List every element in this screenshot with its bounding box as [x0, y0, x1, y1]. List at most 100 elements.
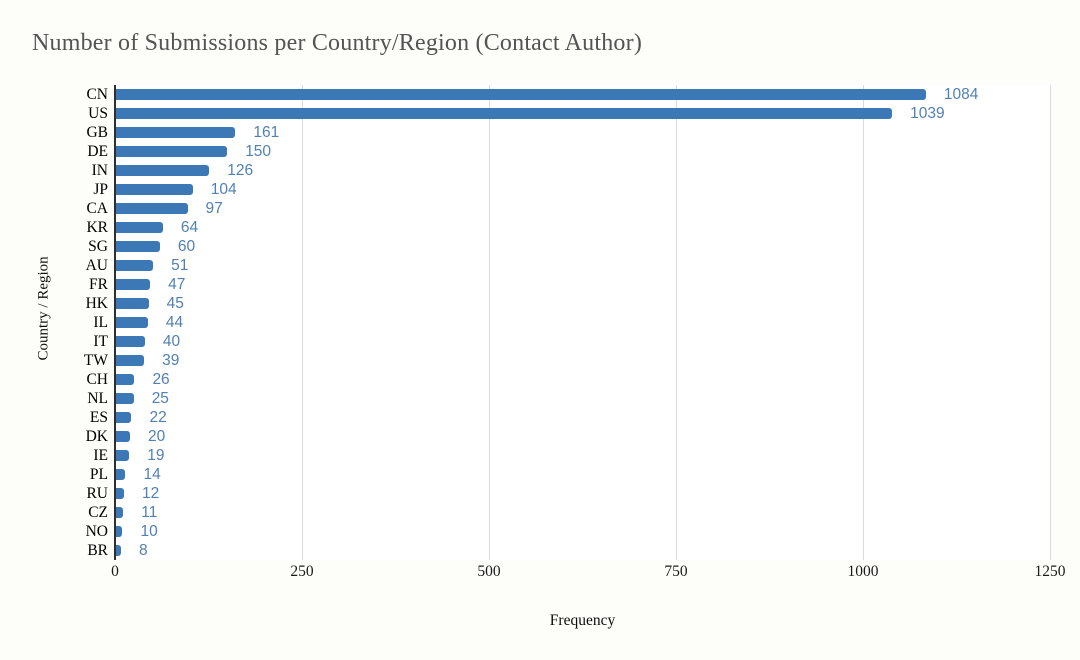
bar-row: JP 104 — [93, 180, 1050, 199]
bar-row: CH 26 — [86, 370, 1050, 389]
category-label: CN — [86, 85, 108, 103]
bar-row: ES 22 — [90, 408, 1050, 427]
bar-track: 20 — [115, 427, 1050, 446]
bar-track: 10 — [115, 522, 1050, 541]
value-label: 104 — [210, 180, 237, 198]
bar-row: IL 44 — [93, 313, 1050, 332]
bar-track: 150 — [115, 142, 1050, 161]
bar-track: 126 — [115, 161, 1050, 180]
bar-track: 22 — [115, 408, 1050, 427]
bar-row: HK 45 — [86, 294, 1050, 313]
category-label: US — [88, 104, 108, 122]
bar-row: TW 39 — [84, 351, 1050, 370]
value-label: 40 — [162, 332, 181, 350]
bar-row: PL 14 — [90, 465, 1050, 484]
bar — [115, 545, 121, 556]
category-label: PL — [89, 465, 108, 483]
bar — [115, 241, 160, 252]
bar-track: 64 — [115, 218, 1050, 237]
value-label: 47 — [168, 275, 186, 293]
category-label: NO — [85, 522, 108, 540]
bar-row: GB 161 — [86, 123, 1050, 142]
bar — [115, 431, 130, 442]
bar — [115, 317, 148, 328]
plot-area: CN 1084 US 1039 GB 161 DE 150 IN 126 JP 104 CA 97 KR 64… — [84, 85, 1051, 560]
bar-row: IE 19 — [93, 446, 1050, 465]
bar-row: CN 1084 — [86, 85, 1050, 104]
bar-rows: CN 1084 US 1039 GB 161 DE 150 IN 126 JP 104 CA 97 KR 64… — [84, 85, 1050, 560]
value-label: 44 — [165, 313, 184, 331]
value-label: 97 — [205, 199, 223, 217]
bar — [115, 507, 124, 518]
category-label: ES — [89, 408, 108, 426]
category-label: RU — [86, 484, 108, 502]
bar — [115, 393, 134, 404]
value-label: 64 — [180, 218, 199, 236]
category-label: CA — [86, 199, 108, 217]
bar-row: CZ 11 — [88, 503, 1050, 522]
bar-row: IT 40 — [93, 332, 1050, 351]
category-label: KR — [86, 218, 108, 236]
bar-row: AU 51 — [86, 256, 1050, 275]
bar-track: 44 — [115, 313, 1050, 332]
bar-row: KR 64 — [86, 218, 1050, 237]
category-label: BR — [87, 541, 108, 559]
bar-track: 14 — [115, 465, 1050, 484]
bar-row: NL 25 — [87, 389, 1050, 408]
bar-row: IN 126 — [92, 161, 1050, 180]
value-label: 11 — [141, 503, 158, 521]
category-label: CZ — [88, 503, 108, 521]
category-label: DE — [87, 142, 108, 160]
value-label: 22 — [149, 408, 167, 426]
bar — [115, 127, 236, 138]
bar-row: FR 47 — [89, 275, 1050, 294]
bar-track: 1084 — [115, 85, 1050, 104]
category-label: TW — [83, 351, 108, 369]
gridline — [1050, 85, 1051, 560]
bar-track: 39 — [115, 351, 1050, 370]
bar-track: 47 — [115, 275, 1050, 294]
bar-row: NO 10 — [86, 522, 1050, 541]
bar-track: 12 — [115, 484, 1050, 503]
gridline — [302, 85, 303, 560]
bar — [115, 526, 123, 537]
y-axis-line — [114, 85, 116, 560]
bar-row: SG 60 — [88, 237, 1050, 256]
bar — [115, 298, 149, 309]
category-label: HK — [85, 294, 108, 312]
bar — [115, 412, 132, 423]
bar — [115, 450, 130, 461]
category-label: IT — [93, 332, 108, 350]
bar — [115, 89, 926, 100]
bar-track: 60 — [115, 237, 1050, 256]
value-label: 14 — [143, 465, 161, 483]
bar-track: 11 — [115, 503, 1050, 522]
bar — [115, 184, 193, 195]
y-axis-title: Country / Region — [35, 256, 52, 361]
value-label: 26 — [152, 370, 170, 388]
value-label: 45 — [166, 294, 184, 312]
value-label: 51 — [171, 256, 189, 274]
bar-row: US 1039 — [88, 104, 1050, 123]
gridline — [489, 85, 490, 560]
category-label: IE — [93, 446, 108, 464]
bar — [115, 279, 151, 290]
value-label: 8 — [138, 541, 148, 559]
gridline — [676, 85, 677, 560]
bar-track: 25 — [115, 389, 1050, 408]
bar — [115, 260, 154, 271]
value-label: 20 — [147, 427, 166, 445]
x-tick-label: 0 — [111, 563, 119, 580]
category-label: DK — [85, 427, 108, 445]
bar-row: DE 150 — [87, 142, 1050, 161]
bar-row: RU 12 — [86, 484, 1050, 503]
category-label: CH — [86, 370, 108, 388]
bar-track: 26 — [115, 370, 1050, 389]
bar-track: 40 — [115, 332, 1050, 351]
category-label: NL — [87, 389, 108, 407]
x-axis-title: Frequency — [549, 612, 616, 629]
bar-row: CA 97 — [86, 199, 1050, 218]
category-label: JP — [93, 180, 108, 198]
value-label: 39 — [162, 351, 180, 369]
bar-row: DK 20 — [86, 427, 1050, 446]
